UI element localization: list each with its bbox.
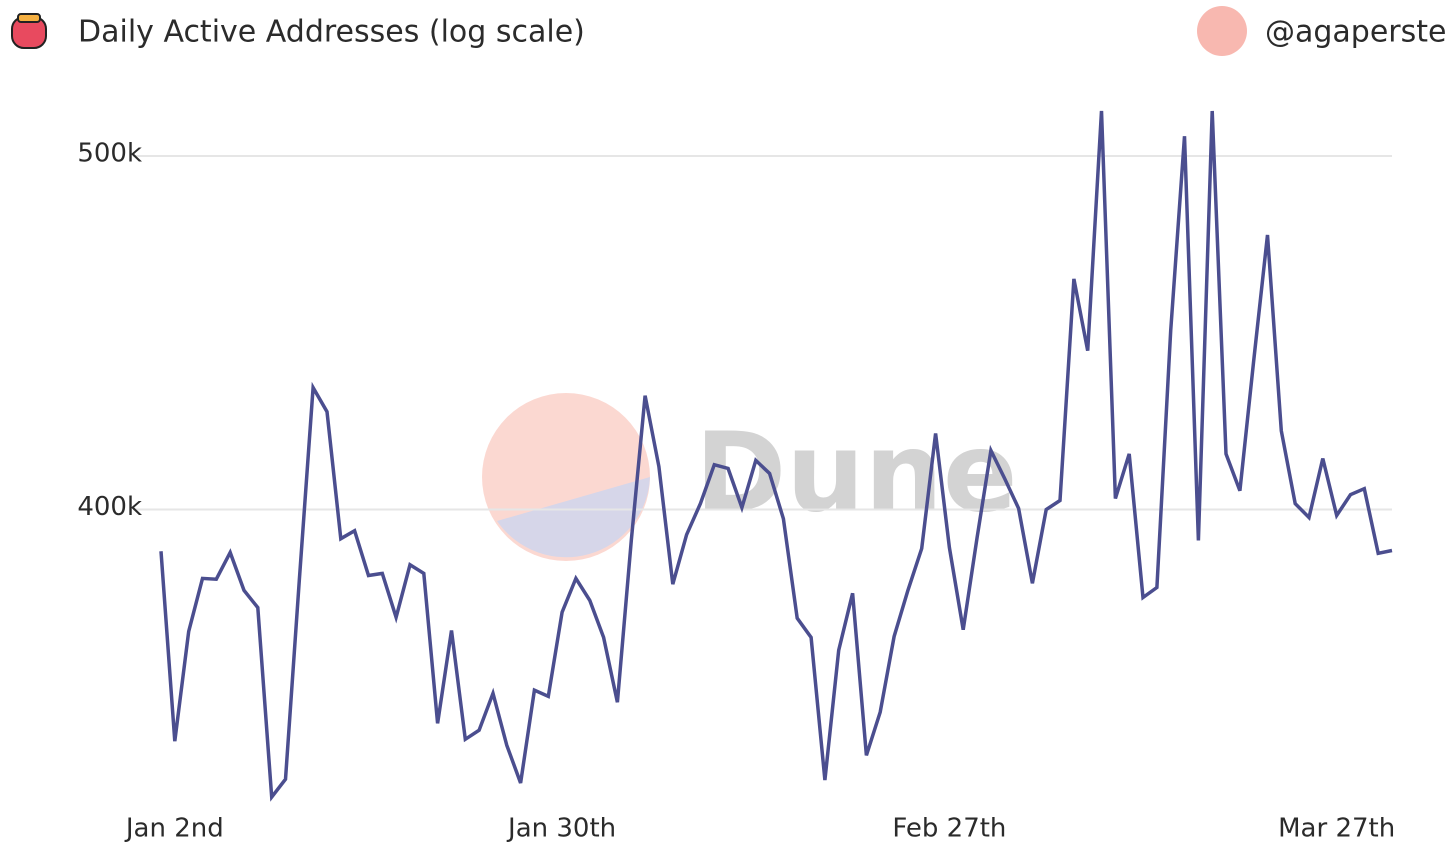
header-icon [11,13,47,49]
data-line [159,110,1393,802]
watermark: Dune [695,408,1018,536]
watermark-logo [482,393,650,561]
x-tick-label: Feb 27th [892,814,1006,843]
x-tick-label: Jan 2nd [124,814,224,843]
y-tick-label: 500k [77,139,142,169]
chart-title: Daily Active Addresses (log scale) [78,15,585,50]
x-tick-label: Mar 27th [1278,814,1395,843]
author: @agaperste [1265,15,1447,50]
author-avatar [1197,6,1247,56]
x-tick-label: Jan 30th [506,814,616,843]
y-tick-label: 400k [77,492,142,522]
